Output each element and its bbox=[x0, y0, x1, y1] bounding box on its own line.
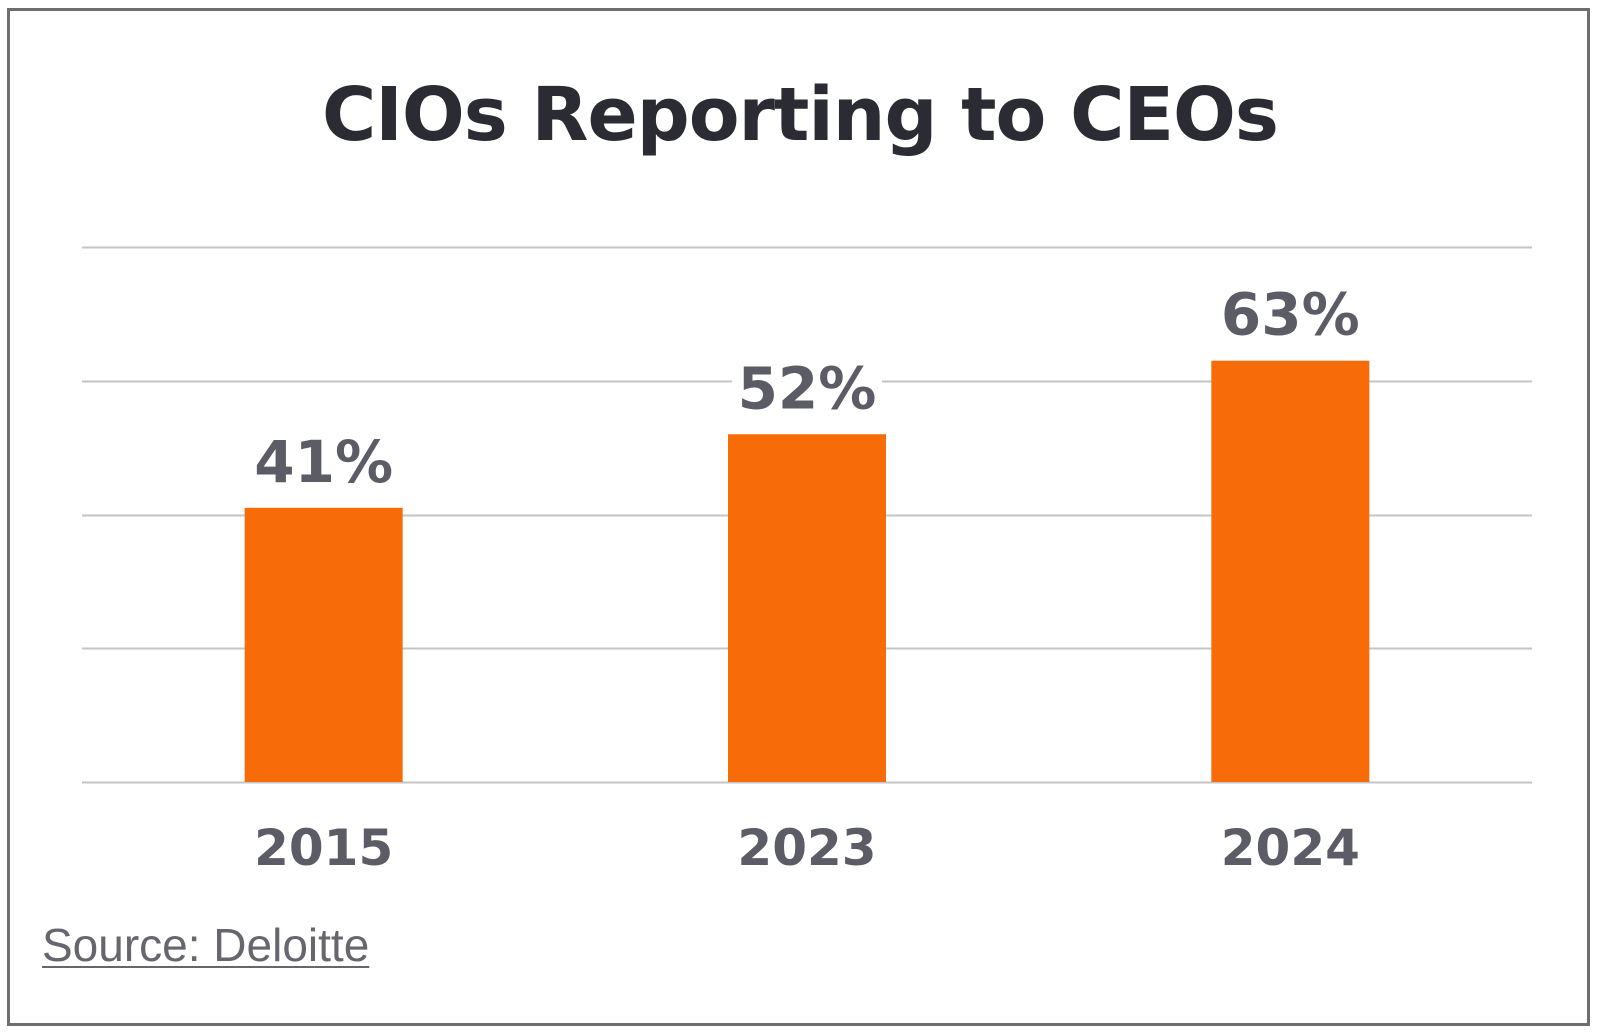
chart-title: CIOs Reporting to CEOs bbox=[322, 72, 1279, 158]
data-label-2015: 41% bbox=[254, 428, 393, 496]
data-label-background bbox=[1215, 278, 1366, 343]
x-tick-label-2015: 2015 bbox=[254, 819, 393, 877]
source-link[interactable]: Source: Deloitte bbox=[42, 919, 370, 971]
x-tick-label-2024: 2024 bbox=[1221, 819, 1360, 877]
data-label-background bbox=[732, 352, 882, 417]
data-label-background bbox=[248, 425, 399, 490]
bar-2015 bbox=[244, 507, 403, 782]
data-label-2023: 52% bbox=[738, 354, 877, 422]
x-tick-label-2023: 2023 bbox=[737, 819, 876, 877]
bar-2024 bbox=[1211, 360, 1370, 782]
data-label-2024: 63% bbox=[1221, 281, 1360, 349]
bar-2023 bbox=[728, 434, 886, 782]
